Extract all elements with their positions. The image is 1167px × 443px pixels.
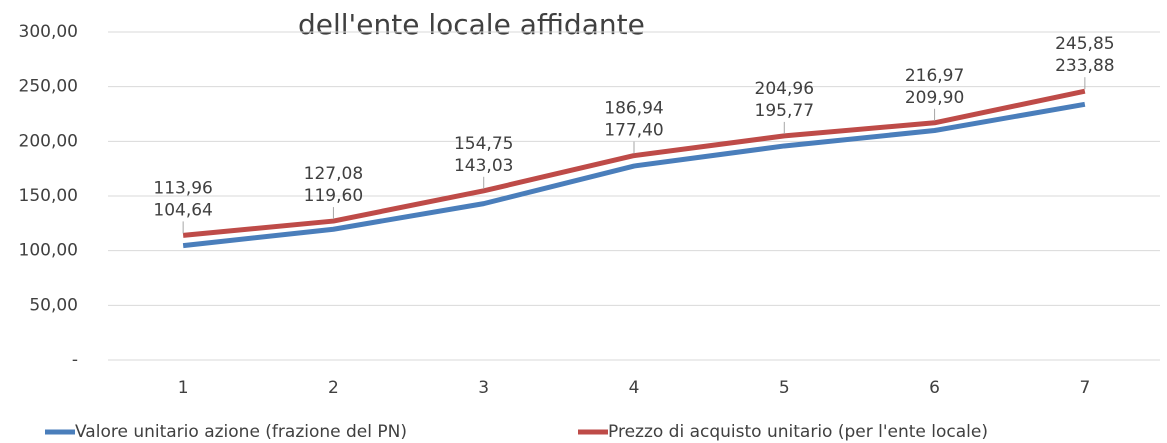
x-tick-label: 7 [1079, 378, 1090, 398]
data-label: 216,97 [905, 66, 964, 86]
y-tick-label: 50,00 [29, 295, 78, 315]
x-tick-label: 1 [178, 378, 189, 398]
y-tick-label: 100,00 [19, 241, 78, 261]
y-tick-label: 300,00 [19, 22, 78, 42]
data-label: 104,64 [153, 200, 212, 220]
data-label: 204,96 [755, 79, 814, 99]
y-tick-label: 150,00 [19, 186, 78, 206]
x-tick-label: 3 [478, 378, 489, 398]
x-tick-label: 2 [328, 378, 339, 398]
data-label: 195,77 [755, 101, 814, 121]
data-label: 127,08 [304, 164, 363, 184]
data-label: 119,60 [304, 186, 363, 206]
data-label: 113,96 [153, 178, 212, 198]
data-label: 233,88 [1055, 56, 1114, 76]
data-label: 143,03 [454, 156, 513, 176]
data-label: 245,85 [1055, 34, 1114, 54]
data-label: 154,75 [454, 134, 513, 154]
data-label: 209,90 [905, 88, 964, 108]
x-tick-label: 6 [929, 378, 940, 398]
data-label: 186,94 [604, 99, 663, 119]
x-tick-label: 5 [779, 378, 790, 398]
data-line [182, 101, 1086, 249]
y-tick-label: - [72, 350, 78, 370]
data-label: 177,40 [604, 121, 663, 141]
x-tick-label: 4 [629, 378, 640, 398]
data-line [182, 88, 1086, 238]
chart-title: dell'ente locale affidante [298, 8, 645, 41]
y-tick-label: 200,00 [19, 131, 78, 151]
y-tick-label: 250,00 [19, 77, 78, 97]
legend-label: Prezzo di acquisto unitario (per l'ente … [608, 422, 988, 442]
legend-label: Valore unitario azione (frazione del PN) [75, 422, 407, 442]
